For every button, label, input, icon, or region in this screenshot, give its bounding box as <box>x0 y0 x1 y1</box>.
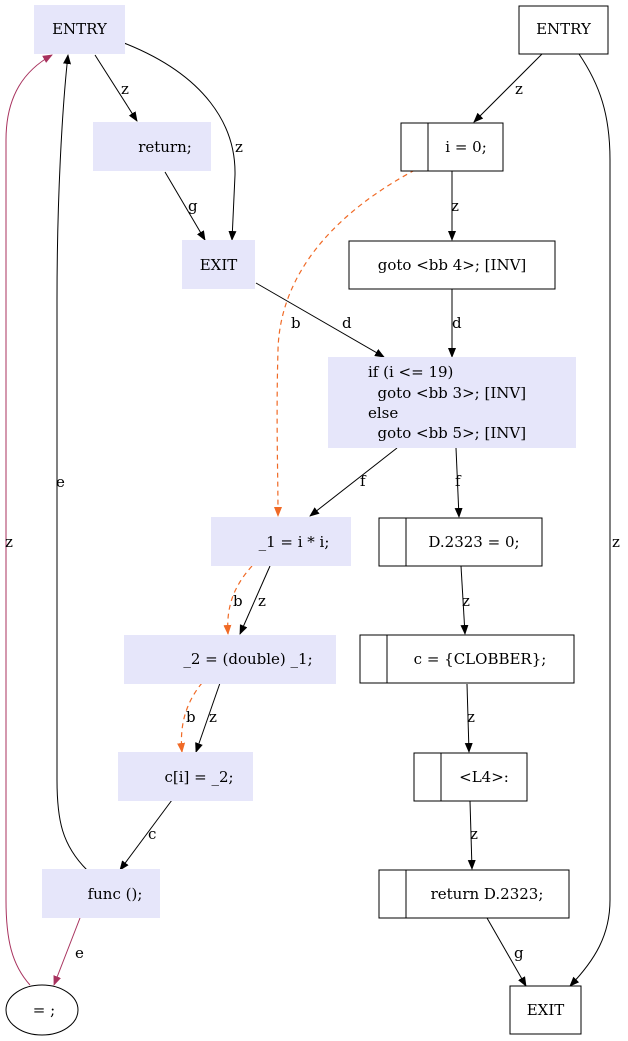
node-exit-left: EXIT <box>182 240 255 289</box>
node-label-l4: <L4>: <box>413 752 528 802</box>
edge-label: b <box>291 314 301 332</box>
node-label: _1 = i * i; <box>259 533 330 551</box>
edge-dzero-to-clobber <box>460 565 469 635</box>
node-label: EXIT <box>200 256 238 274</box>
node-label-line: else <box>368 404 398 422</box>
node-init-i: i = 0; <box>400 122 504 172</box>
node-label: c[i] = _2; <box>164 768 233 786</box>
edge-label: z <box>121 80 129 98</box>
node-label: goto <bb 4>; [INV] <box>378 256 527 274</box>
node-exit-right: EXIT <box>509 985 582 1035</box>
edge-label: g <box>188 197 198 215</box>
node-clobber: c = {CLOBBER}; <box>359 634 575 684</box>
edge-if-to-dzero <box>454 447 463 518</box>
edge-label: z <box>209 708 217 726</box>
node-return: return; <box>93 122 211 171</box>
edge-init-to-mul <box>273 169 416 517</box>
edge-label: z <box>612 533 620 551</box>
node-func-call: func (); <box>42 869 160 918</box>
edges <box>5 42 611 987</box>
edge-label: b <box>233 592 243 610</box>
node-label-line: goto <bb 3>; [INV] <box>368 384 526 402</box>
node-entry-right: ENTRY <box>518 5 609 55</box>
node-label: EXIT <box>527 1001 565 1019</box>
edge-label: b <box>186 708 196 726</box>
edge-label: f <box>360 472 367 490</box>
node-label: _2 = (double) _1; <box>183 650 312 668</box>
edge-label: e <box>75 944 84 962</box>
edge-label: z <box>258 592 266 610</box>
edge-label: z <box>462 592 470 610</box>
edge-store-to-func <box>119 799 173 871</box>
edge-l4-to-return <box>467 800 476 870</box>
node-mul: _1 = i * i; <box>211 517 351 566</box>
edge-entry-r-to-init <box>473 53 543 123</box>
node-cast: _2 = (double) _1; <box>124 635 336 684</box>
edge-label: d <box>452 314 462 332</box>
edge-func-to-assign <box>53 917 81 986</box>
nodes: ENTRY return; EXIT _1 = i * i; _2 = (dou… <box>5 5 609 1036</box>
node-label: = ; <box>33 1001 55 1019</box>
node-label: c = {CLOBBER}; <box>414 650 547 668</box>
node-goto-bb4: goto <bb 4>; [INV] <box>348 240 556 290</box>
node-label: return D.2323; <box>431 885 544 903</box>
node-if-block: if (i <= 19) goto <bb 3>; [INV] else got… <box>328 357 576 448</box>
node-label: <L4>: <box>459 768 509 786</box>
node-label: func (); <box>88 885 143 903</box>
node-store: c[i] = _2; <box>118 752 253 801</box>
edge-label: z <box>515 80 523 98</box>
edge-return-to-exit-r <box>486 917 527 987</box>
node-entry-left: ENTRY <box>34 5 125 54</box>
edge-cast-to-store-dashed <box>177 682 203 753</box>
edge-mul-to-cast <box>239 565 271 635</box>
edge-cast-to-store <box>195 682 221 753</box>
node-assign: = ; <box>5 984 79 1036</box>
edge-label: z <box>470 825 478 843</box>
node-label-line: if (i <= 19) <box>368 363 453 381</box>
node-label: return; <box>138 138 192 156</box>
node-label: ENTRY <box>536 20 592 38</box>
edge-label: g <box>514 944 524 962</box>
node-d-zero: D.2323 = 0; <box>378 517 543 567</box>
node-return-d: return D.2323; <box>378 869 570 919</box>
edge-label: z <box>235 138 243 156</box>
edge-if-to-mul <box>309 447 398 517</box>
edge-return-to-exit <box>164 171 206 241</box>
node-label: i = 0; <box>445 138 487 156</box>
edge-label: d <box>342 314 352 332</box>
node-label-line: goto <bb 5>; [INV] <box>368 424 526 442</box>
edge-exit-to-if <box>255 282 385 358</box>
node-label: D.2323 = 0; <box>428 533 519 551</box>
edge-entry-to-return <box>94 54 138 122</box>
edge-entry-to-exit <box>123 42 237 241</box>
edge-clobber-to-l4 <box>464 683 473 753</box>
edge-label: e <box>56 473 65 491</box>
edge-labels: z z g d z z b d f f z b z b c e e z z z … <box>5 80 620 962</box>
node-label: ENTRY <box>52 20 108 38</box>
edge-entry-r-to-exit-r <box>569 53 611 987</box>
edge-label: f <box>455 472 462 490</box>
edge-mul-to-cast-dashed <box>223 565 253 635</box>
edge-label: z <box>5 533 13 551</box>
edge-label: z <box>451 197 459 215</box>
edge-label: z <box>467 708 475 726</box>
edge-label: c <box>148 825 156 843</box>
edge-assign-to-entry <box>5 54 53 986</box>
edge-func-to-entry <box>56 54 88 871</box>
